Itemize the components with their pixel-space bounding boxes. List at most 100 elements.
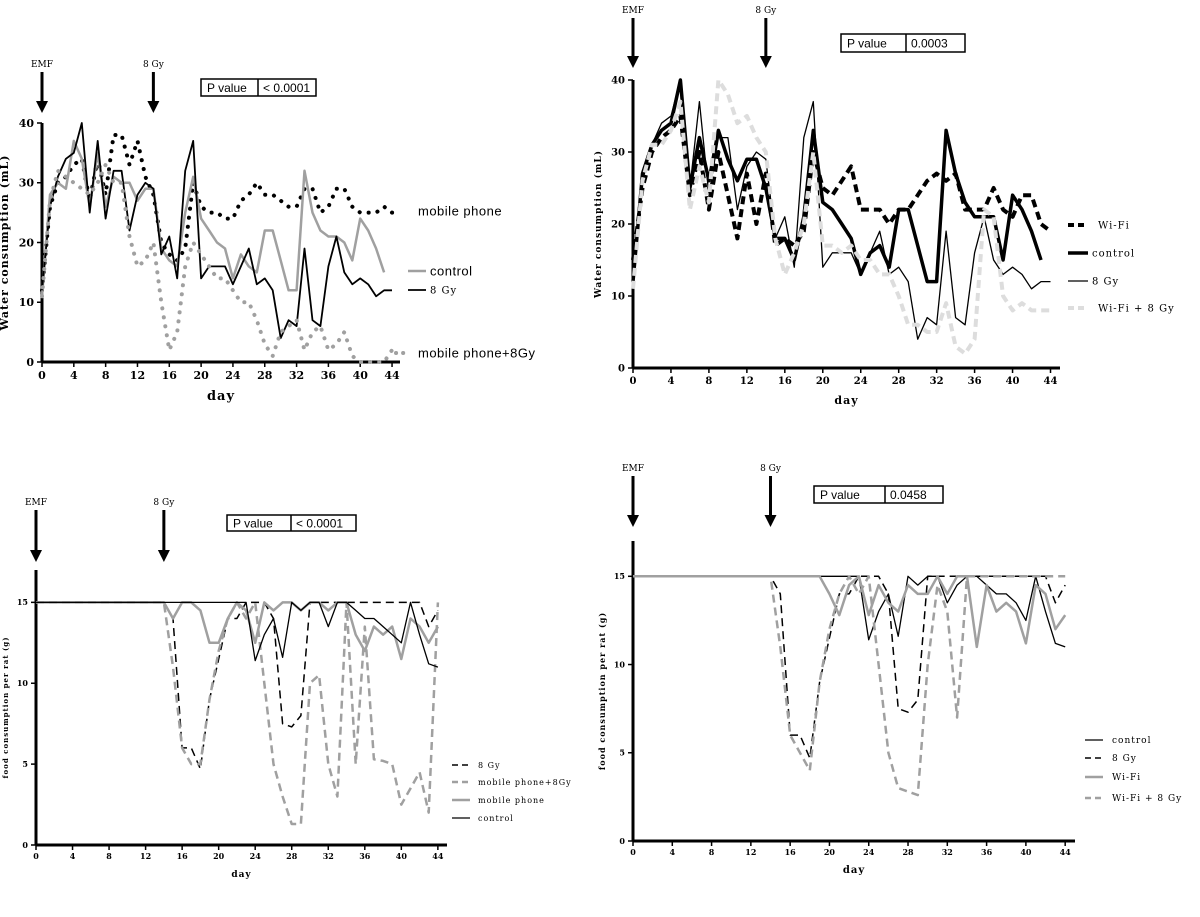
chart-panel-water-mobile: 0 4 8 12 16 20 24 28 32 36 40 44 0 10 20 30 40 day Water c… [0,60,536,404]
pvalue-box [813,485,944,504]
x-tick-label: 4 [70,851,76,861]
irradiation-arrow-head [157,550,170,562]
x-tick-label: 32 [289,369,304,382]
series-line-mobile-phone-8gy [36,601,440,826]
x-tick-label: 28 [257,369,273,382]
x-tick-label: 44 [432,851,444,861]
pvalue-value: < 0.0001 [296,516,343,530]
legend-label: control [1112,736,1151,746]
x-tick-label: 0 [630,376,637,387]
x-tick-label: 24 [863,847,875,857]
series-line-8-gy [36,601,439,770]
x-tick-label: 40 [396,851,408,861]
x-tick-label: 16 [785,847,797,857]
x-tick-label: 24 [225,369,241,382]
x-tick-label: 32 [323,851,334,861]
irradiation-arrow-head [759,56,772,68]
x-tick-label: 20 [213,851,225,861]
legend-label: control [430,264,473,279]
x-tick-label: 12 [745,847,756,857]
series-line-8-gy [41,122,392,340]
x-tick-label: 20 [193,369,209,382]
irradiation-arrow-head [764,515,777,527]
legend-label: Wi-Fi [1098,221,1130,232]
x-tick-label: 12 [130,369,145,382]
emf-arrow-head [627,515,639,527]
x-tick-label: 20 [816,376,830,387]
x-tick-label: 36 [981,847,993,857]
x-tick-label: 4 [669,847,675,857]
irradiation-marker-label: 8 Gy [143,60,165,70]
x-tick-label: 12 [740,376,754,387]
series-line-control [36,601,439,668]
pvalue-label: P value [820,488,860,502]
series-line-8-gy [633,575,1066,759]
y-axis-label: food consumption per rat (g) [1,636,10,778]
legend-label: 8 Gy [478,761,501,770]
legend-label: Wi-Fi + 8 Gy [1098,304,1175,315]
y-tick-label: 10 [17,678,29,688]
legend-label: mobile phone [418,204,502,219]
x-tick-label: 16 [162,369,178,382]
x-axis-label: day [843,865,865,876]
legend-label: 8 Gy [1092,277,1119,288]
chart-panel-food-wifi: 0 4 8 12 16 20 24 28 32 36 40 44 0 5 10 15 day food consu… [597,464,1181,876]
x-tick-label: 36 [321,369,337,382]
x-tick-label: 36 [968,376,982,387]
irradiation-marker-label: 8 Gy [760,464,782,474]
series-line-mobile-phone [36,601,439,661]
y-tick-label: 15 [614,571,625,581]
y-axis-label: food consumption per rat (g) [597,612,607,770]
emf-marker-label: EMF [622,6,644,16]
pvalue-value: 0.0003 [911,36,948,50]
y-tick-label: 0 [22,840,28,850]
x-tick-label: 8 [106,851,112,861]
x-tick-label: 24 [854,376,868,387]
series-line-mobile-phone-8gy [40,162,394,364]
series-line-wi-fi-8-gy [633,575,1066,797]
emf-arrow-head [30,550,42,562]
x-tick-label: 8 [705,376,712,387]
pvalue-label: P value [207,81,247,95]
irradiation-arrow-head [147,101,160,113]
x-tick-label: 16 [778,376,792,387]
pvalue-box [840,33,966,53]
series-line-wi-fi [633,575,1067,649]
pvalue-value: 0.0458 [890,488,927,502]
x-tick-label: 32 [930,376,944,387]
y-tick-label: 15 [17,597,28,607]
y-tick-label: 40 [611,76,625,87]
emf-arrow-head [627,56,639,68]
y-tick-label: 5 [22,759,28,769]
irradiation-marker-label: 8 Gy [755,6,777,16]
x-tick-label: 0 [630,847,636,857]
x-tick-label: 16 [177,851,189,861]
y-tick-label: 40 [19,117,35,130]
x-tick-label: 20 [824,847,836,857]
legend-label: mobile phone [478,796,545,805]
y-axis-label: Water consumption (mL) [0,155,11,332]
x-tick-label: 28 [902,847,914,857]
x-tick-label: 4 [667,376,674,387]
x-tick-label: 40 [1006,376,1020,387]
pvalue-value: < 0.0001 [263,81,310,95]
x-axis-label: day [231,870,251,880]
legend-label: mobile phone+8Gy [418,346,536,361]
series-line-wi-fi-8-gy [631,78,1051,356]
x-tick-label: 4 [70,369,78,382]
y-tick-label: 0 [618,364,625,375]
x-tick-label: 36 [359,851,371,861]
x-tick-label: 24 [250,851,262,861]
x-tick-label: 28 [286,851,298,861]
series-line-control [631,78,1043,284]
pvalue-label: P value [233,516,273,530]
x-tick-label: 44 [384,369,400,382]
chart-panel-water-wifi: 0 4 8 12 16 20 24 28 32 36 40 44 0 10 20 30 40 day Water c… [593,6,1175,407]
y-tick-label: 30 [19,177,35,190]
emf-arrow-head [36,101,48,113]
y-tick-label: 20 [19,236,35,249]
y-tick-label: 10 [614,659,626,669]
x-tick-label: 40 [1020,847,1032,857]
y-tick-label: 5 [619,748,625,758]
